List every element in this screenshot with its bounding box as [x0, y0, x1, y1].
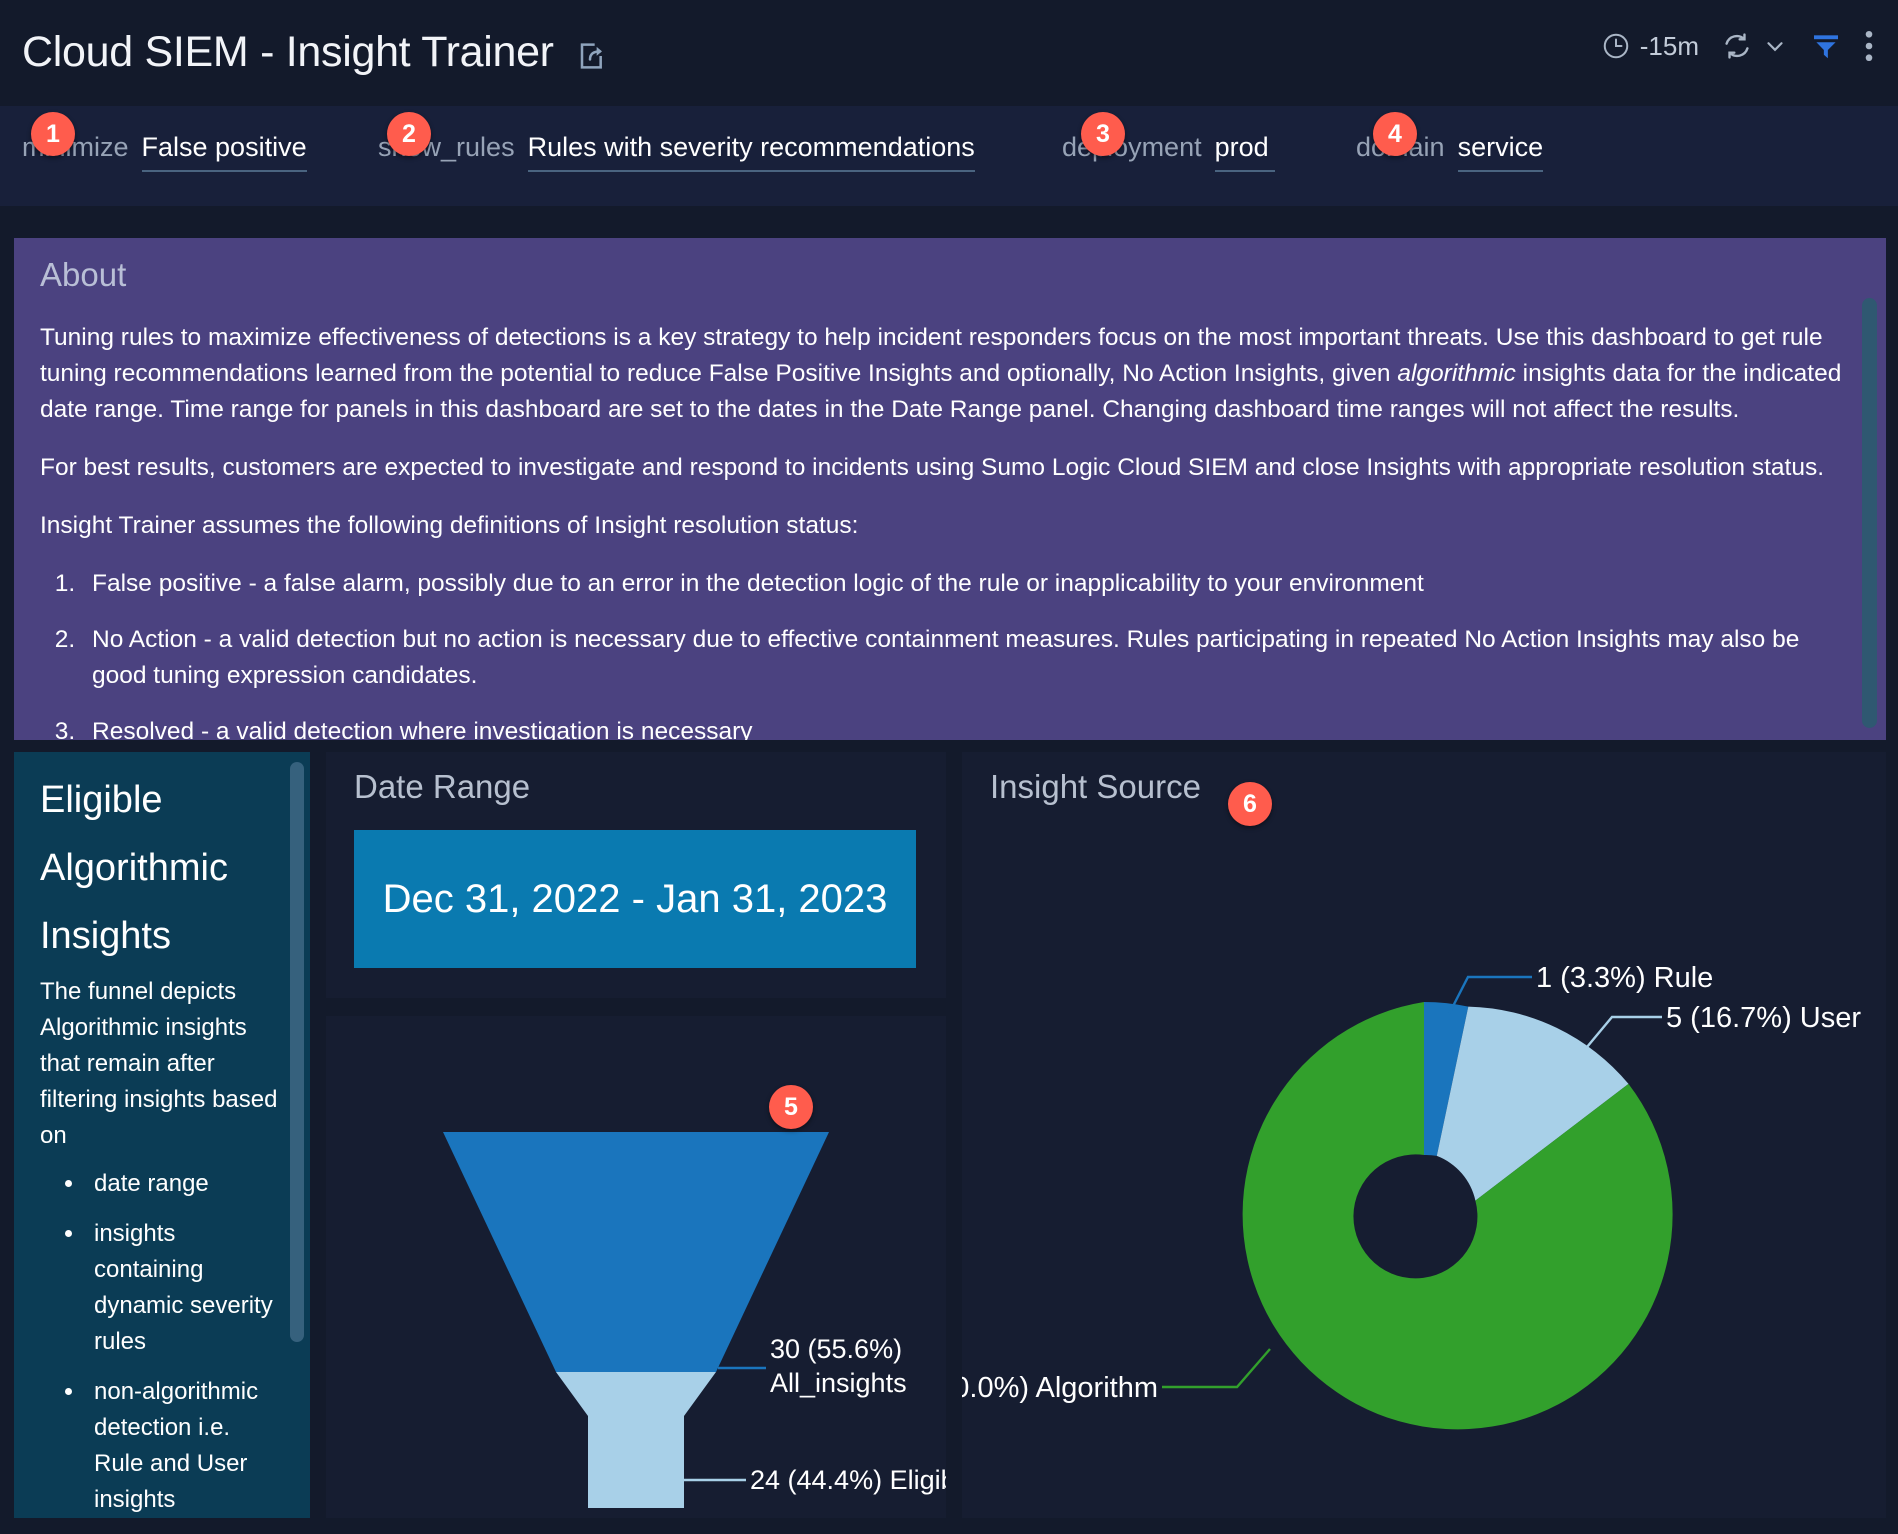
date-range-value: Dec 31, 2022 - Jan 31, 2023	[382, 876, 888, 921]
time-range-label: -15m	[1639, 30, 1699, 61]
about-panel-body: Tuning rules to maximize effectiveness o…	[40, 320, 1844, 740]
date-range-panel-title: Date Range	[354, 768, 531, 805]
variable-value-input[interactable]: Rules with severity recommendations	[527, 132, 975, 172]
list-item: False positive - a false alarm, possibly…	[82, 566, 1844, 602]
refresh-interval-control[interactable]	[1721, 30, 1788, 62]
annotation-badge-3: 3	[1081, 112, 1125, 156]
chevron-down-icon[interactable]	[1762, 33, 1788, 59]
funnel-segment-eligible[interactable]	[556, 1372, 716, 1508]
title-group: Cloud SIEM - Insight Trainer	[22, 28, 608, 77]
donut-leader-line-user	[1561, 1015, 1662, 1078]
annotation-badge-4: 4	[1373, 112, 1417, 156]
more-vertical-icon[interactable]	[1864, 30, 1874, 62]
insight-source-donut-chart[interactable]: 1 (3.3%) Rule 5 (16.7%) User 24 (80.0%) …	[962, 752, 1886, 1518]
more-options-button[interactable]	[1864, 30, 1874, 62]
refresh-icon[interactable]	[1721, 30, 1753, 62]
donut-leader-line-algorithm	[1162, 1348, 1271, 1389]
variable-value-input[interactable]: service	[1457, 132, 1544, 172]
eligible-panel-title: Eligible Algorithmic Insights	[40, 779, 228, 957]
eligible-panel-description: The funnel depicts Algorithmic insights …	[40, 978, 278, 1149]
dashboard-header: Cloud SIEM - Insight Trainer -15m	[0, 0, 1898, 106]
date-range-value-block[interactable]: Dec 31, 2022 - Jan 31, 2023	[354, 830, 916, 968]
donut-leader-line-rule	[1447, 975, 1532, 1015]
annotation-badge-1: 1	[31, 112, 75, 156]
variable-minimize[interactable]: minimize False positive	[22, 132, 307, 172]
list-item: date range	[86, 1166, 280, 1202]
list-item: Resolved - a valid detection where inves…	[82, 714, 1844, 740]
time-range-picker[interactable]: -15m	[1601, 31, 1699, 62]
about-panel-title: About	[40, 256, 127, 293]
list-item: insights containing dynamic severity rul…	[86, 1216, 280, 1360]
variables-bar: minimize False positive show_rules Rules…	[0, 106, 1898, 206]
annotation-badge-6: 6	[1228, 782, 1272, 826]
header-toolbar: -15m	[1601, 30, 1874, 62]
eligible-algorithmic-insights-panel: Eligible Algorithmic Insights The funnel…	[14, 752, 310, 1518]
share-export-icon[interactable]	[576, 34, 608, 72]
funnel-label-top-value: 30 (55.6%)	[770, 1334, 902, 1364]
about-paragraph-1: Tuning rules to maximize effectiveness o…	[40, 320, 1844, 428]
list-item: No Action - a valid detection but no act…	[82, 622, 1844, 694]
insight-source-panel-title: Insight Source	[990, 768, 1201, 805]
eligible-panel-scrollbar[interactable]	[290, 762, 304, 1342]
variable-show-rules[interactable]: show_rules Rules with severity recommend…	[378, 132, 975, 172]
variable-value: False positive	[141, 132, 307, 162]
clock-icon	[1601, 31, 1631, 61]
variable-value: Rules with severity recommendations	[527, 132, 975, 162]
donut-slice-algorithm[interactable]	[1242, 1002, 1673, 1430]
about-p1-emphasis: algorithmic	[1397, 360, 1516, 387]
page-title: Cloud SIEM - Insight Trainer	[22, 28, 554, 76]
about-definition-list: False positive - a false alarm, possibly…	[82, 566, 1844, 740]
donut-label-rule: 1 (3.3%) Rule	[1536, 962, 1713, 994]
variable-value-input[interactable]: prod	[1214, 132, 1275, 172]
variable-value: service	[1457, 132, 1544, 162]
eligible-panel-bullets: date range insights containing dynamic s…	[86, 1166, 280, 1518]
funnel-panel: 30 (55.6%) All_insights 24 (44.4%) Eligi…	[326, 1016, 946, 1518]
filter-button[interactable]	[1810, 30, 1842, 62]
about-p1-part-a: Tuning rules to maximize effectiveness o…	[40, 324, 1823, 387]
annotation-badge-2: 2	[387, 112, 431, 156]
funnel-segment-all-insights[interactable]	[443, 1132, 829, 1372]
variable-value-input[interactable]: False positive	[141, 132, 307, 172]
donut-label-algorithm: 24 (80.0%) Algorithm	[962, 1372, 1158, 1404]
funnel-chart[interactable]: 30 (55.6%) All_insights 24 (44.4%) Eligi…	[326, 1016, 946, 1518]
funnel-label-bottom: 24 (44.4%) Eligible	[750, 1465, 946, 1495]
variable-value: prod	[1214, 132, 1269, 162]
about-paragraph-2: For best results, customers are expected…	[40, 454, 1825, 481]
donut-slice-rule[interactable]	[1424, 1002, 1469, 1156]
list-item: non-algorithmic detection i.e. Rule and …	[86, 1374, 280, 1518]
annotation-badge-5: 5	[769, 1085, 813, 1129]
date-range-panel: Date Range Dec 31, 2022 - Jan 31, 2023	[326, 752, 946, 998]
funnel-label-top-name: All_insights	[770, 1368, 907, 1398]
about-p1-part-b: insights data for the indicated date ran…	[40, 360, 1842, 423]
about-panel-scrollbar[interactable]	[1862, 298, 1877, 728]
about-paragraph-3: Insight Trainer assumes the following de…	[40, 512, 859, 539]
filter-funnel-icon[interactable]	[1810, 30, 1842, 62]
insight-source-panel: Insight Source 1 (3.3%) Rule 5 (16.7%) U…	[962, 752, 1886, 1518]
donut-label-user: 5 (16.7%) User	[1666, 1002, 1861, 1034]
about-panel: About Tuning rules to maximize effective…	[14, 238, 1886, 740]
